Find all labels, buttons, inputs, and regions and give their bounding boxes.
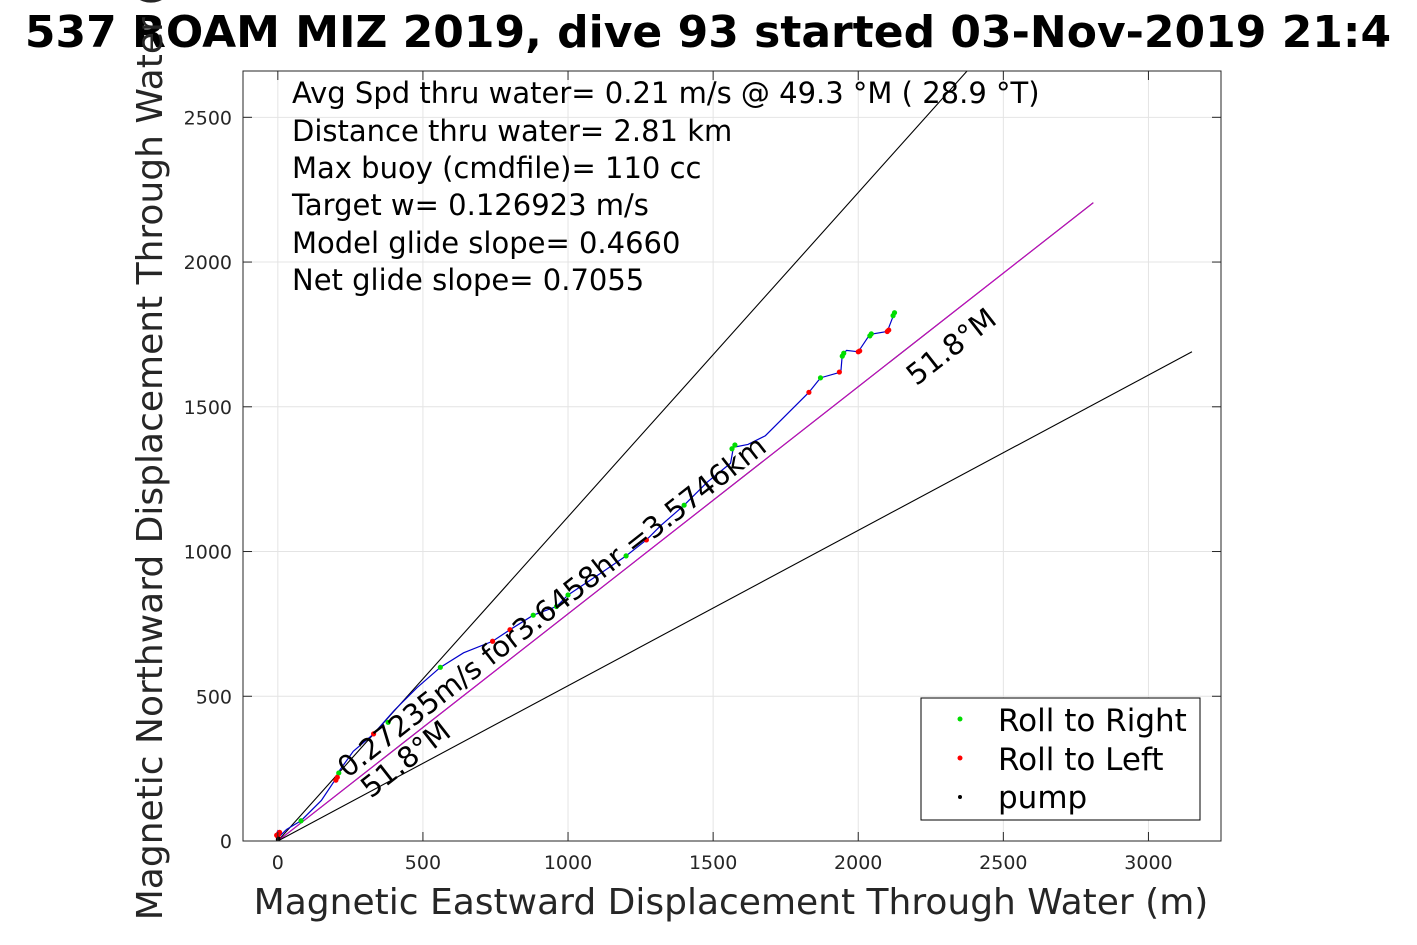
pump-point-1 — [276, 836, 281, 841]
legend-marker-roll-left — [957, 755, 963, 761]
y-tick-label-0: 0 — [220, 831, 232, 853]
info-box: Avg Spd thru water= 0.21 m/s @ 49.3 °M (… — [291, 76, 1040, 297]
y-tick-label-2: 1000 — [184, 542, 232, 564]
y-axis-label: Magnetic Northward Displacement Through … — [130, 0, 171, 920]
roll-right-point-8 — [681, 502, 687, 508]
roll-left-point-10 — [806, 389, 812, 395]
roll-right-point-5 — [553, 603, 560, 610]
roll-right-point-11 — [817, 375, 824, 381]
roll-left-point-5 — [334, 774, 340, 780]
roll-left-point-15 — [886, 327, 892, 333]
y-tick-label-4: 2000 — [184, 252, 232, 274]
dive-track-line — [275, 312, 896, 839]
legend-box — [920, 697, 1201, 821]
y-tick-label-5: 2500 — [184, 107, 232, 129]
marker-layer — [274, 310, 898, 841]
x-tick-label-3: 1500 — [689, 852, 737, 874]
roll-left-point-7 — [489, 638, 496, 644]
x-tick-label-1: 500 — [405, 852, 441, 874]
legend-label-roll-left: Roll to Left — [998, 742, 1164, 778]
y-tick-label-1: 500 — [196, 686, 232, 708]
info-line-avg-speed: Avg Spd thru water= 0.21 m/s @ 49.3 °M (… — [292, 76, 1040, 110]
roll-right-point-4 — [530, 612, 536, 618]
roll-left-point-6 — [370, 731, 377, 737]
x-axis-label: Magnetic Eastward Displacement Through W… — [254, 882, 1209, 923]
roll-left-point-11 — [836, 369, 842, 375]
roll-left-point-13 — [857, 348, 863, 354]
roll-left-point-8 — [507, 627, 513, 633]
tick-layer: 0 500 1000 1500 2000 2500 3000 0 500 1000 1500 2000… — [184, 71, 1221, 874]
legend-marker-roll-right — [957, 716, 963, 722]
roll-right-point-0 — [298, 818, 304, 824]
info-line-distance: Distance thru water= 2.81 km — [292, 114, 732, 148]
x-tick-label-5: 2500 — [979, 852, 1027, 874]
legend-marker-pump — [958, 795, 962, 799]
legend-label-roll-right: Roll to Right — [998, 703, 1187, 739]
roll-right-point-2 — [385, 719, 391, 725]
legend: Roll to Right Roll to Left pump — [920, 697, 1201, 821]
x-tick-label-4: 2000 — [834, 852, 882, 874]
x-tick-label-0: 0 — [272, 852, 284, 874]
y-tick-label-3: 1500 — [184, 397, 232, 419]
info-line-model-glide: Model glide slope= 0.4660 — [292, 226, 680, 260]
axes-frame — [242, 70, 1222, 842]
roll-right-point-1 — [336, 770, 342, 776]
info-line-target-w: Target w= 0.126923 m/s — [291, 188, 649, 222]
info-line-max-buoy: Max buoy (cmdfile)= 110 cc — [292, 151, 701, 185]
legend-label-pump: pump — [998, 780, 1087, 816]
roll-right-point-13 — [841, 350, 847, 356]
roll-right-point-10 — [732, 442, 738, 448]
roll-right-point-15 — [868, 331, 874, 337]
roll-right-point-3 — [437, 664, 443, 670]
roll-right-point-7 — [623, 553, 629, 559]
info-line-net-glide: Net glide slope= 0.7055 — [292, 263, 644, 297]
x-tick-label-6: 3000 — [1124, 852, 1172, 874]
x-tick-label-2: 1000 — [544, 852, 592, 874]
roll-right-point-6 — [565, 592, 571, 598]
reference-line-heading-overlay — [277, 202, 1094, 841]
chart-title: 537 ROAM MIZ 2019, dive 93 started 03-No… — [25, 7, 1391, 58]
reference-line-lower — [277, 351, 1193, 841]
roll-right-point-9 — [729, 446, 735, 452]
roll-right-point-17 — [891, 310, 898, 316]
roll-left-point-9 — [643, 537, 649, 543]
track-layer — [275, 312, 896, 839]
